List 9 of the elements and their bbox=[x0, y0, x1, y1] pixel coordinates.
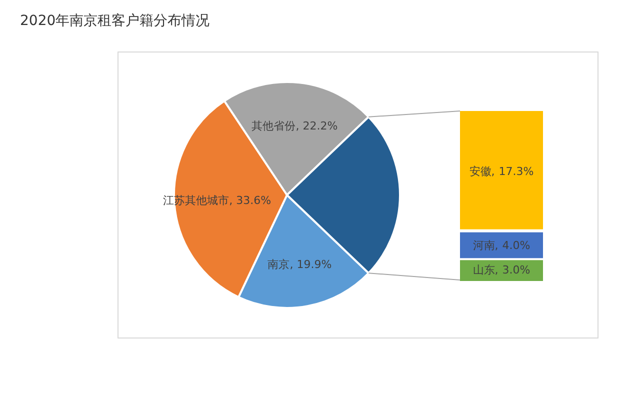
series-label: 河南, bbox=[472, 239, 498, 252]
data-label: 17.3% bbox=[498, 165, 534, 178]
slice-label: 南京, 19.9% bbox=[268, 258, 332, 271]
slice-label: 其他省份, 22.2% bbox=[252, 119, 338, 132]
series-label: 安徽, bbox=[469, 165, 495, 178]
data-label: 4.0% bbox=[502, 239, 530, 252]
series-label: 山东, bbox=[472, 264, 498, 277]
data-label: 3.0% bbox=[502, 264, 530, 277]
chart-title: 2020年南京租客户籍分布情况 bbox=[20, 13, 210, 29]
